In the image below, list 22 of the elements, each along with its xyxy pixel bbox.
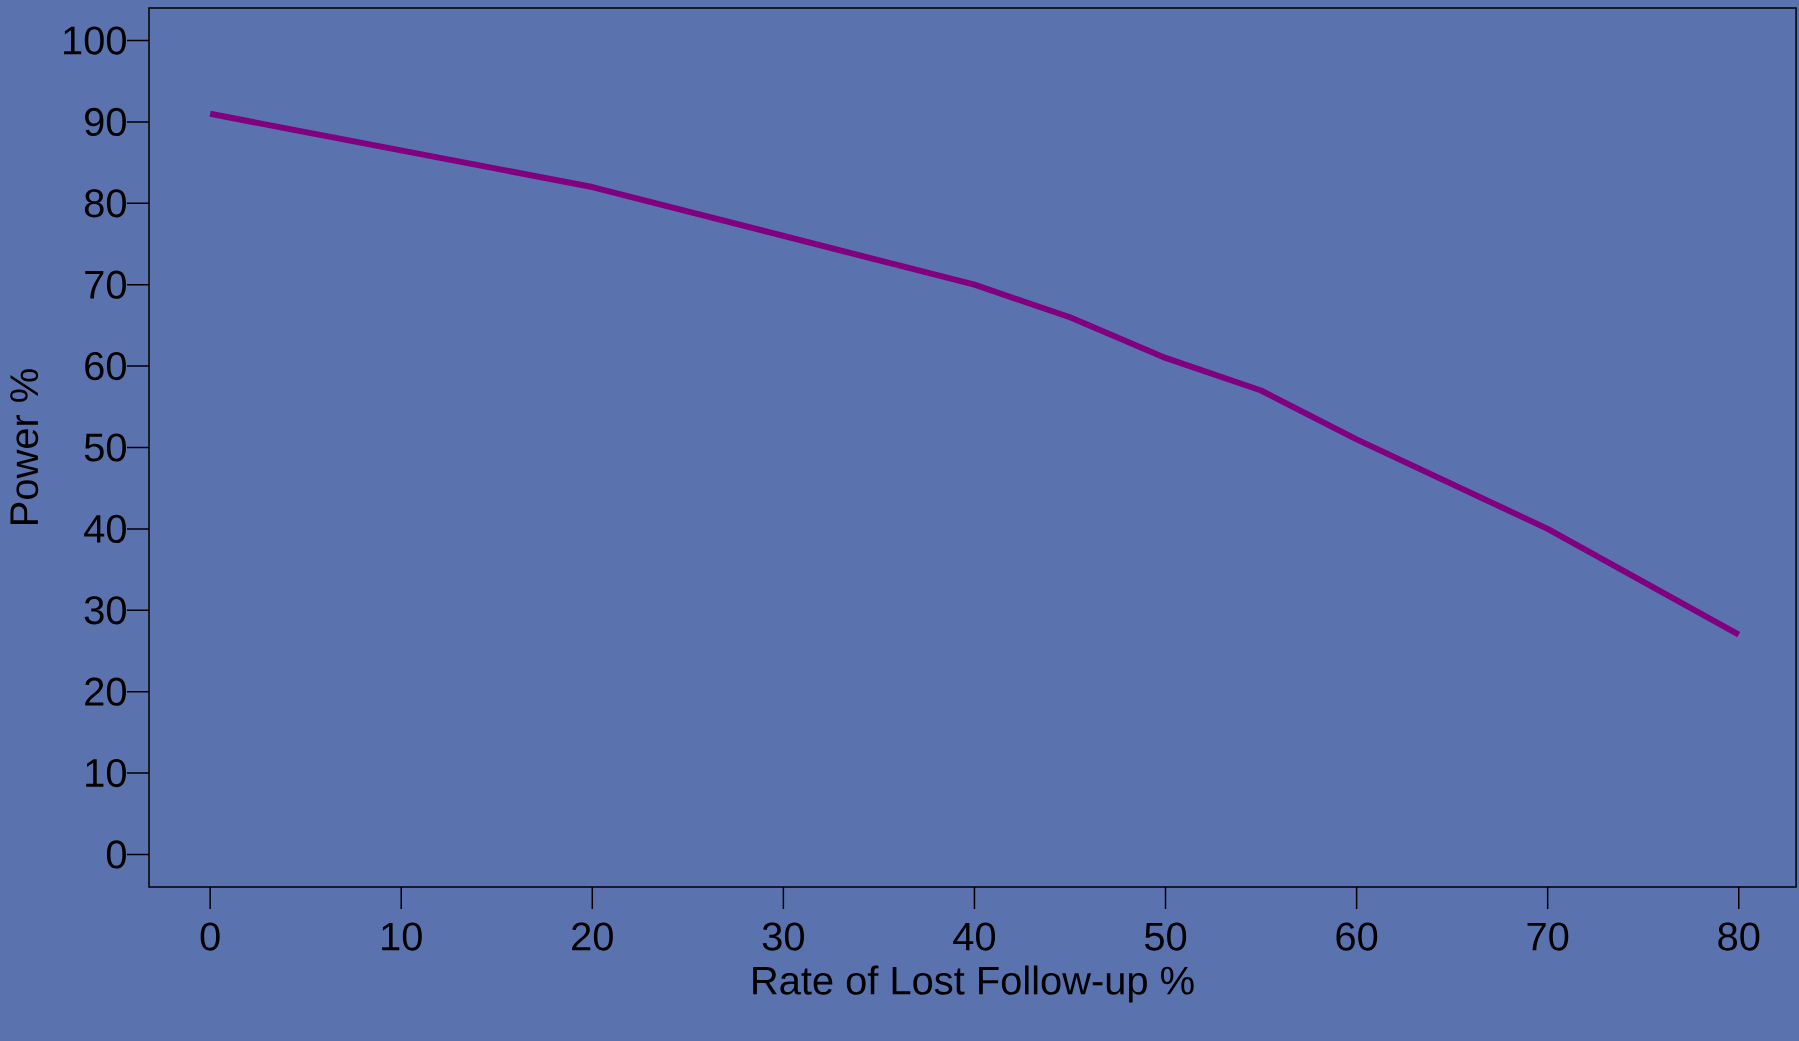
x-tick-label: 70 <box>1527 922 1569 951</box>
y-tick-label: 20 <box>85 677 126 706</box>
y-axis-title: Power % <box>10 369 39 524</box>
x-tick-label: 50 <box>1144 922 1187 951</box>
x-tick-label: 40 <box>953 922 996 951</box>
x-tick-label: 80 <box>1718 922 1760 951</box>
y-tick-label: 40 <box>84 514 126 543</box>
x-tick-label: 10 <box>382 922 422 951</box>
x-tick-label: 30 <box>762 922 804 951</box>
y-tick-label: 80 <box>84 189 126 218</box>
y-tick-label: 30 <box>84 596 126 625</box>
y-tick-label: 10 <box>86 758 126 788</box>
x-tick-label: 20 <box>572 922 613 951</box>
y-tick-label: 90 <box>85 107 126 137</box>
y-tick-label: 60 <box>85 351 126 381</box>
y-tick-label: 70 <box>85 270 126 299</box>
y-tick-label: 100 <box>64 26 126 55</box>
y-tick-label: 50 <box>84 433 126 462</box>
y-tick-label: 0 <box>106 840 126 869</box>
x-tick-label: 0 <box>200 922 220 951</box>
x-axis-title: Rate of Lost Follow-up % <box>753 965 1194 1003</box>
x-tick-label: 60 <box>1336 922 1378 951</box>
